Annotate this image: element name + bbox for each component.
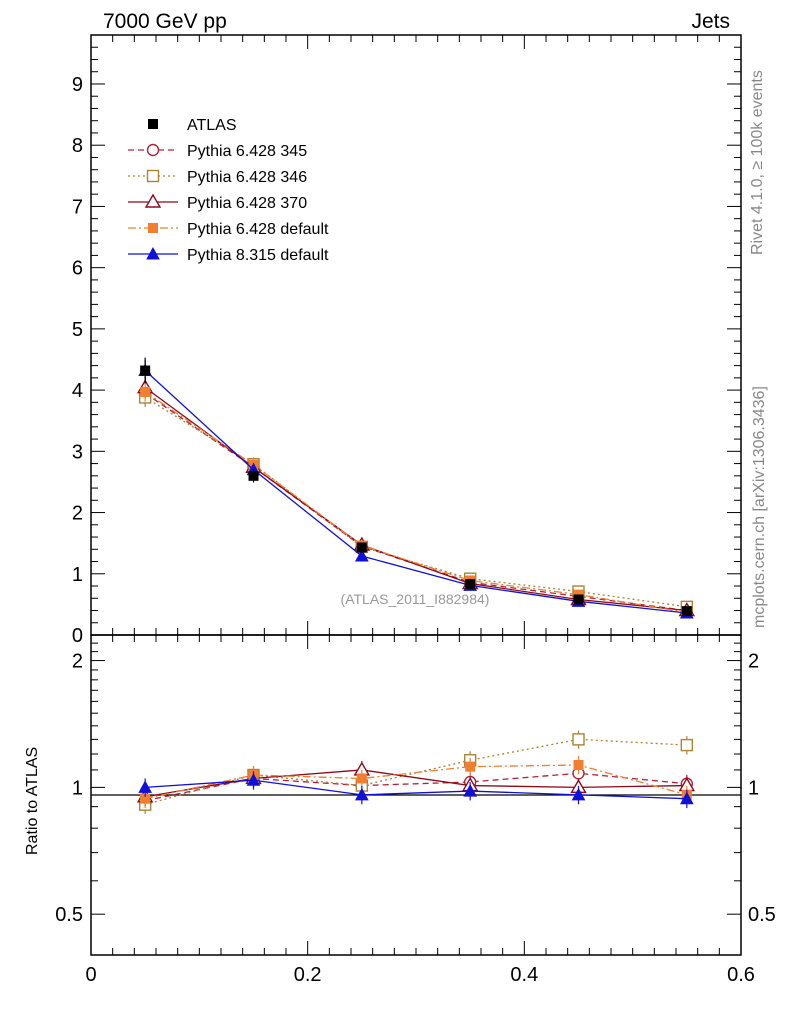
header-left-title: 7000 GeV pp [103,10,227,33]
y-tick-label-ratio-right: 0.5 [748,904,776,926]
mcplots-label: mcplots.cern.ch [arXiv:1306.3436] [751,386,768,628]
y-tick-label-ratio: 2 [72,651,83,673]
legend-label-1: Pythia 6.428 346 [187,169,307,186]
legend-label-2: Pythia 6.428 370 [187,195,307,212]
y-tick-label-ratio-right: 1 [748,777,759,799]
legend-marker-2 [144,193,162,208]
series-4-point-ratio [679,791,694,805]
y-tick-label-ratio-right: 2 [748,651,759,673]
legend-marker-1 [146,169,160,183]
x-tick-label: 0.2 [294,964,322,986]
x-tick-label: 0.4 [510,964,538,986]
y-tick-label-main: 1 [72,564,83,586]
series-4-point-ratio [571,787,586,801]
series-4-point-ratio [246,773,261,786]
series-4-line-ratio [145,779,687,800]
x-tick-label: 0 [85,964,96,986]
atlas-data-point [465,579,476,590]
legend-label-3: Pythia 6.428 default [187,221,329,238]
series-3-point-ratio [356,773,367,784]
y-tick-label-main: 8 [72,135,83,157]
header-right-title: Jets [691,10,730,33]
series-3-line-main [144,391,687,613]
series-4-point-ratio [463,784,478,797]
legend-marker-0 [146,143,160,157]
atlas-data-point [140,365,151,376]
y-tick-label-main: 6 [72,258,83,280]
legend-label-4: Pythia 8.315 default [187,247,329,264]
legend-atlas-label: ATLAS [187,117,237,134]
legend-atlas-marker [148,119,158,129]
rivet-label: Rivet 4.1.0, ≥ 100k events [749,70,766,255]
series-1-point-ratio [572,733,585,746]
series-1-point-ratio [680,738,694,752]
ratio-y-axis-label: Ratio to ATLAS [24,747,41,855]
series-1-line-main [144,396,687,608]
y-tick-label-main: 0 [72,625,83,647]
y-tick-label-main: 2 [72,503,83,525]
legend-marker-3 [148,223,158,233]
y-tick-label-main: 9 [72,74,83,96]
atlas-data-point [248,470,259,481]
series-3-point-main [140,386,151,397]
series-3-point-ratio [573,760,584,771]
y-tick-label-main: 3 [72,441,83,463]
y-tick-label-ratio: 0.5 [55,904,83,926]
y-tick-label-ratio: 1 [72,777,83,799]
analysis-reference: (ATLAS_2011_I882984) [341,591,490,607]
series-2-line-main [144,387,687,612]
series-0-line-main [144,392,687,612]
y-tick-label-main: 5 [72,319,83,341]
legend-label-0: Pythia 6.428 345 [187,143,307,160]
series-3-line-ratio [145,764,688,800]
atlas-data-point [681,606,692,617]
series-4-line-main [144,370,687,614]
series-3-point-ratio [465,761,476,772]
atlas-data-point [573,594,584,605]
series-4-point-ratio [354,787,369,801]
x-tick-label: 0.6 [727,964,755,986]
series-4-point-ratio [138,780,153,793]
y-tick-label-main: 7 [72,196,83,218]
atlas-data-point [356,542,367,553]
legend-marker-4 [146,246,160,260]
series-4-point-main [354,548,369,562]
y-tick-label-main: 4 [72,380,83,402]
